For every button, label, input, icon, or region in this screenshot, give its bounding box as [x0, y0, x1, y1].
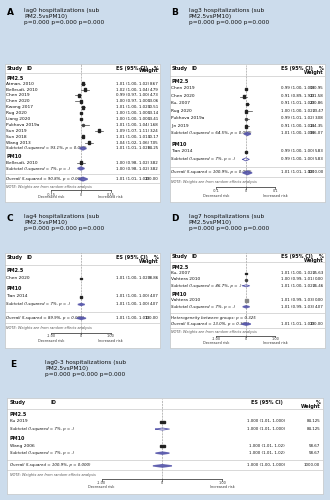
Text: A: A: [7, 8, 14, 17]
FancyBboxPatch shape: [170, 64, 325, 202]
FancyBboxPatch shape: [5, 252, 160, 348]
Text: C: C: [7, 214, 13, 223]
Text: lag7 hospitalizations (sub
PM2.5vsPM10)
p=0.000 p=0.000 p=0.000: lag7 hospitalizations (sub PM2.5vsPM10) …: [189, 214, 269, 231]
Text: B: B: [171, 8, 178, 17]
Text: lag0-3 hospitalizations (sub
PM2.5vsPM10)
p=0.000 p=0.000 p=0.000: lag0-3 hospitalizations (sub PM2.5vsPM10…: [45, 360, 126, 376]
Text: E: E: [10, 360, 16, 368]
FancyBboxPatch shape: [170, 252, 325, 348]
Text: D: D: [171, 214, 179, 223]
FancyBboxPatch shape: [7, 398, 323, 494]
Text: lag3 hospitalizations (sub
PM2.5vsPM10)
p=0.000 p=0.000 p=0.000: lag3 hospitalizations (sub PM2.5vsPM10) …: [189, 8, 269, 25]
FancyBboxPatch shape: [5, 64, 160, 202]
Text: lag4 hospitalizations (sub
PM2.5vsPM10)
p=0.000 p=0.000 p=0.000: lag4 hospitalizations (sub PM2.5vsPM10) …: [24, 214, 104, 231]
Text: lag0 hospitalizations (sub
PM2.5vsPM10)
p=0.000 p=0.000 p=0.000: lag0 hospitalizations (sub PM2.5vsPM10) …: [24, 8, 104, 25]
